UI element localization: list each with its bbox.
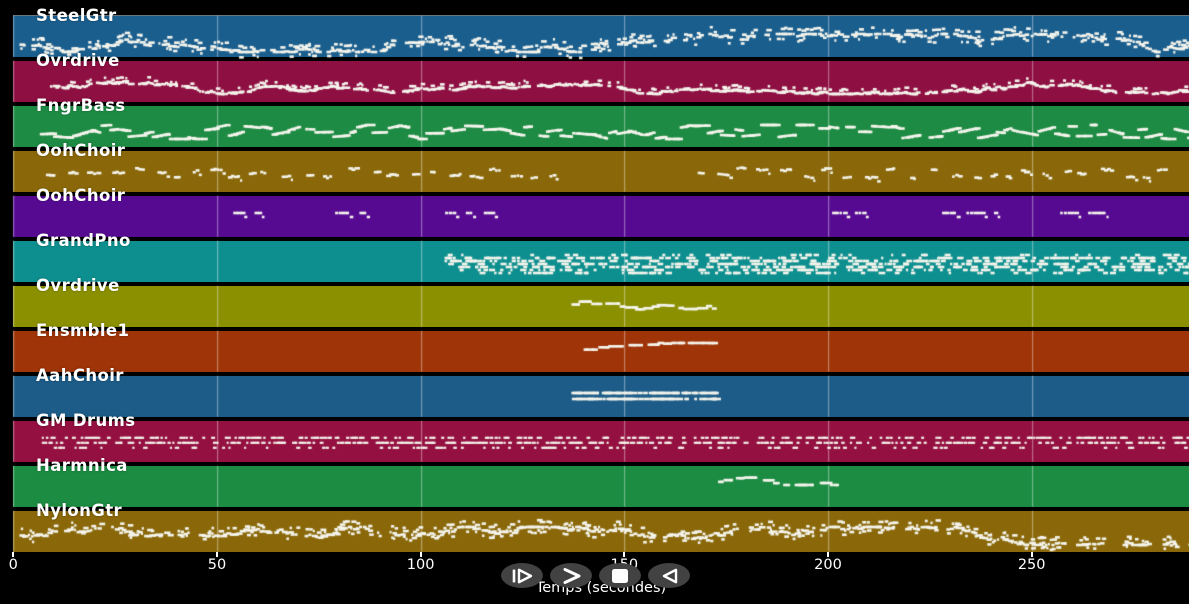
track-label: SteelGtr xyxy=(36,5,117,25)
track-label: Ovrdrive xyxy=(36,50,120,70)
track-label: GrandPno xyxy=(36,230,131,250)
track-label: OohChoir xyxy=(36,185,126,205)
track-label: GM Drums xyxy=(36,410,136,430)
fast-forward-icon xyxy=(558,567,584,584)
rewind-button[interactable] xyxy=(648,563,690,588)
stop-button[interactable] xyxy=(599,563,641,588)
rewind-icon xyxy=(656,568,682,584)
track-label: NylonGtr xyxy=(36,500,123,520)
track-label: Ensmble1 xyxy=(36,320,130,340)
play-button[interactable] xyxy=(501,563,543,588)
track-label: OohChoir xyxy=(36,140,126,160)
track-label: FngrBass xyxy=(36,95,126,115)
stop-icon xyxy=(607,568,633,584)
track-label: Harmnica xyxy=(36,455,128,475)
track-label: Ovrdrive xyxy=(36,275,120,295)
track-label: AahChoir xyxy=(36,365,124,385)
play-icon xyxy=(509,568,535,584)
forward-button[interactable] xyxy=(550,563,592,588)
